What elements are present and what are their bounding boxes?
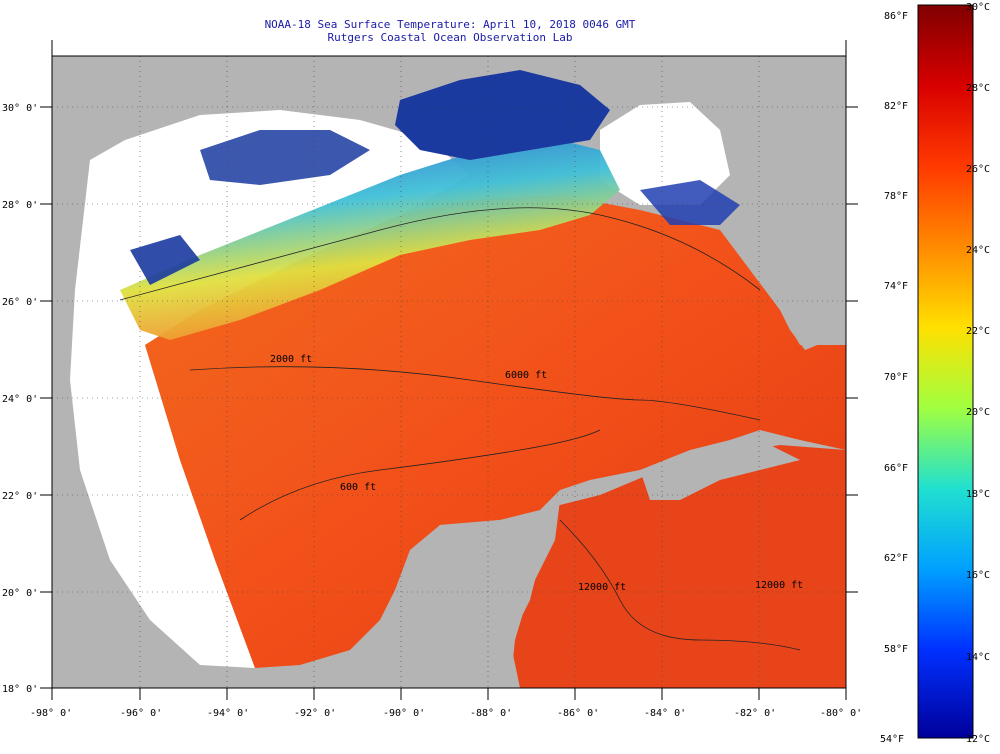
lon-label: -96° 0' <box>120 708 162 719</box>
caribbean-warm-water <box>510 445 846 688</box>
fahrenheit-label: 66°F <box>884 463 908 474</box>
graticule <box>52 56 846 688</box>
lat-label: 30° 0' <box>2 103 38 114</box>
longitude-labels: -98° 0' -96° 0' -94° 0' -92° 0' -90° 0' … <box>30 708 862 719</box>
lat-label: 26° 0' <box>2 297 38 308</box>
latitude-labels: 30° 0' 28° 0' 26° 0' 24° 0' 22° 0' 20° 0… <box>2 103 38 695</box>
cold-water-patch-texas <box>130 235 200 285</box>
contour-label: 600 ft <box>340 482 376 493</box>
celsius-label: 14°C <box>966 652 990 663</box>
no-data-swath-northeast <box>600 102 730 205</box>
contour-label: 12000 ft <box>578 582 626 593</box>
depth-contour-shelf <box>119 207 761 301</box>
celsius-label: 26°C <box>966 164 990 175</box>
lon-label: -90° 0' <box>383 708 425 719</box>
fahrenheit-label: 86°F <box>884 11 908 22</box>
contour-label: 12000 ft <box>755 580 803 591</box>
cuba-land <box>640 440 800 500</box>
celsius-label: 30°C <box>966 2 990 13</box>
cold-water-patch-north <box>395 70 610 160</box>
lat-label: 18° 0' <box>2 684 38 695</box>
lon-label: -98° 0' <box>30 708 72 719</box>
cold-water-patch-east <box>640 180 740 225</box>
lon-label: -88° 0' <box>470 708 512 719</box>
lat-label: 22° 0' <box>2 491 38 502</box>
lat-label: 24° 0' <box>2 394 38 405</box>
depth-contour-caribbean <box>559 519 801 651</box>
celsius-label: 22°C <box>966 326 990 337</box>
colorbar <box>917 4 974 739</box>
axis-ticks <box>40 40 858 700</box>
cold-water-patch-west <box>200 130 370 185</box>
map-frame <box>51 55 847 689</box>
gulf-warm-water <box>145 195 846 668</box>
lon-label: -86° 0' <box>557 708 599 719</box>
lon-label: -84° 0' <box>644 708 686 719</box>
lat-label: 28° 0' <box>2 200 38 211</box>
fahrenheit-label: 54°F <box>880 734 904 745</box>
lon-label: -92° 0' <box>294 708 336 719</box>
celsius-label: 24°C <box>966 245 990 256</box>
fahrenheit-label: 74°F <box>884 281 908 292</box>
celsius-label: 12°C <box>966 734 990 745</box>
lon-label: -80° 0' <box>820 708 862 719</box>
yucatan-peninsula <box>385 500 560 688</box>
celsius-label: 20°C <box>966 407 990 418</box>
fahrenheit-label: 78°F <box>884 191 908 202</box>
depth-contour-slope <box>189 366 761 421</box>
contour-label: 6000 ft <box>505 370 547 381</box>
lon-label: -94° 0' <box>207 708 249 719</box>
map-subtitle: Rutgers Coastal Ocean Observation Lab <box>327 31 573 44</box>
lon-label: -82° 0' <box>734 708 776 719</box>
cool-water-band <box>120 140 620 340</box>
fahrenheit-label: 82°F <box>884 101 908 112</box>
map-title: NOAA-18 Sea Surface Temperature: April 1… <box>264 18 636 31</box>
celsius-label: 28°C <box>966 83 990 94</box>
fahrenheit-label: 62°F <box>884 553 908 564</box>
fahrenheit-label: 70°F <box>884 372 908 383</box>
celsius-label: 16°C <box>966 570 990 581</box>
colorbar-fahrenheit-labels: 86°F 82°F 78°F 74°F 70°F 66°F 62°F 58°F … <box>880 11 908 745</box>
contour-label: 2000 ft <box>270 354 312 365</box>
colorbar-celsius-labels: 30°C 28°C 26°C 24°C 22°C 20°C 18°C 16°C … <box>966 2 990 745</box>
celsius-label: 18°C <box>966 489 990 500</box>
depth-contour-deep <box>239 429 601 521</box>
fahrenheit-label: 58°F <box>884 644 908 655</box>
florida-land <box>745 60 846 350</box>
lat-label: 20° 0' <box>2 588 38 599</box>
